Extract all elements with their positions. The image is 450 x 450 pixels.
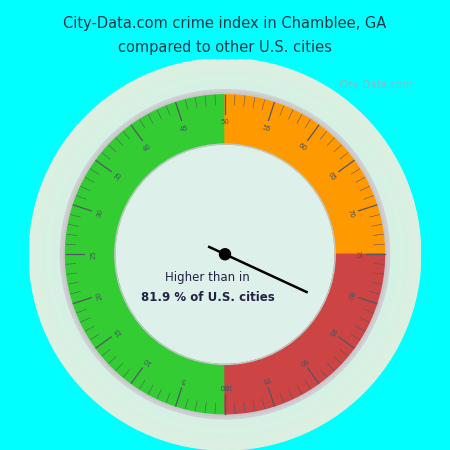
Circle shape xyxy=(170,199,280,310)
Circle shape xyxy=(101,130,349,378)
Text: 20: 20 xyxy=(95,290,104,300)
Circle shape xyxy=(153,183,297,326)
Circle shape xyxy=(173,202,277,306)
Text: 95: 95 xyxy=(261,375,271,384)
Circle shape xyxy=(114,143,336,365)
Text: 50: 50 xyxy=(220,119,230,125)
Circle shape xyxy=(193,222,257,287)
Circle shape xyxy=(42,72,408,437)
Circle shape xyxy=(160,189,290,320)
Text: 70: 70 xyxy=(346,208,355,219)
Text: 10: 10 xyxy=(142,356,153,366)
Text: 81.9 % of U.S. cities: 81.9 % of U.S. cities xyxy=(141,291,274,304)
Text: 30: 30 xyxy=(95,208,104,219)
Circle shape xyxy=(117,147,333,362)
Text: 35: 35 xyxy=(113,171,123,182)
Circle shape xyxy=(98,127,352,382)
Circle shape xyxy=(116,145,334,363)
Circle shape xyxy=(111,140,339,369)
Circle shape xyxy=(222,251,228,257)
Circle shape xyxy=(104,134,346,375)
Circle shape xyxy=(124,153,326,356)
Circle shape xyxy=(209,238,241,270)
Circle shape xyxy=(176,205,274,303)
Circle shape xyxy=(202,231,248,277)
Circle shape xyxy=(91,121,359,388)
Circle shape xyxy=(78,108,372,401)
Circle shape xyxy=(163,192,287,316)
Text: 15: 15 xyxy=(113,326,123,337)
Circle shape xyxy=(108,137,342,372)
Circle shape xyxy=(157,186,293,323)
Circle shape xyxy=(205,235,245,274)
Circle shape xyxy=(166,195,284,313)
Circle shape xyxy=(183,212,267,297)
Circle shape xyxy=(85,114,365,395)
Circle shape xyxy=(36,65,414,444)
Circle shape xyxy=(219,248,231,261)
Circle shape xyxy=(65,94,385,414)
Circle shape xyxy=(215,244,235,264)
Circle shape xyxy=(220,249,230,260)
Circle shape xyxy=(62,91,388,418)
Text: 90: 90 xyxy=(297,356,308,366)
Text: compared to other U.S. cities: compared to other U.S. cities xyxy=(118,40,332,55)
Text: 85: 85 xyxy=(327,326,337,337)
Circle shape xyxy=(144,173,306,336)
Text: 100: 100 xyxy=(218,383,232,389)
Circle shape xyxy=(52,81,398,427)
Circle shape xyxy=(189,218,261,290)
Circle shape xyxy=(134,163,316,346)
Text: 65: 65 xyxy=(327,171,337,182)
Circle shape xyxy=(127,157,323,352)
Text: 5: 5 xyxy=(181,376,187,383)
Circle shape xyxy=(72,101,378,408)
Circle shape xyxy=(58,88,392,421)
Circle shape xyxy=(137,166,313,342)
Circle shape xyxy=(75,104,375,404)
Circle shape xyxy=(179,209,271,300)
Circle shape xyxy=(39,68,411,440)
Text: Higher than in: Higher than in xyxy=(165,271,250,284)
Circle shape xyxy=(29,58,421,450)
Circle shape xyxy=(150,179,300,329)
Circle shape xyxy=(68,98,382,411)
Circle shape xyxy=(81,111,369,398)
Circle shape xyxy=(196,225,254,284)
Wedge shape xyxy=(66,95,225,414)
Circle shape xyxy=(49,78,401,430)
Text: 55: 55 xyxy=(261,125,271,133)
Text: 0: 0 xyxy=(223,383,227,389)
Text: 45: 45 xyxy=(179,125,189,133)
Circle shape xyxy=(55,85,395,424)
Text: City-Data.com: City-Data.com xyxy=(339,80,414,90)
Text: 75: 75 xyxy=(354,250,360,259)
Text: City-Data.com crime index in Chamblee, GA: City-Data.com crime index in Chamblee, G… xyxy=(63,16,387,31)
Circle shape xyxy=(130,160,320,349)
Circle shape xyxy=(94,124,356,385)
Circle shape xyxy=(147,176,303,333)
Text: 25: 25 xyxy=(90,250,96,259)
Circle shape xyxy=(121,150,329,359)
Wedge shape xyxy=(63,92,387,417)
Wedge shape xyxy=(225,95,384,254)
Circle shape xyxy=(212,241,238,267)
Circle shape xyxy=(88,117,362,392)
Text: 40: 40 xyxy=(142,143,153,153)
Text: 60: 60 xyxy=(297,143,308,153)
Circle shape xyxy=(45,75,405,434)
Circle shape xyxy=(186,215,264,293)
Circle shape xyxy=(32,62,418,447)
Wedge shape xyxy=(225,254,384,414)
Circle shape xyxy=(140,169,310,339)
Text: 80: 80 xyxy=(346,290,355,300)
Circle shape xyxy=(199,228,251,280)
